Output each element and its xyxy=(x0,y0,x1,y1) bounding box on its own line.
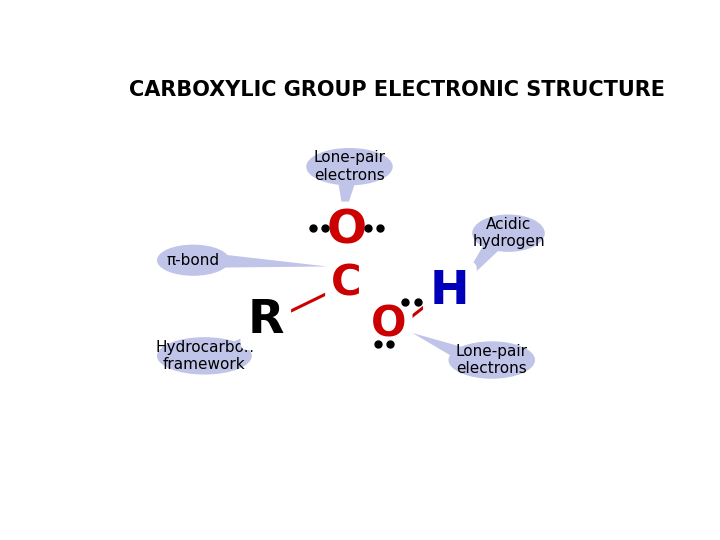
Text: Hydrocarbon
framework: Hydrocarbon framework xyxy=(155,340,253,372)
Text: CARBOXYLIC GROUP ELECTRONIC STRUCTURE: CARBOXYLIC GROUP ELECTRONIC STRUCTURE xyxy=(129,80,665,100)
Polygon shape xyxy=(220,254,327,268)
Text: π-bond: π-bond xyxy=(166,253,220,268)
Polygon shape xyxy=(338,180,356,217)
Ellipse shape xyxy=(157,245,230,276)
Ellipse shape xyxy=(472,214,545,252)
Text: R: R xyxy=(248,298,284,343)
Text: Lone-pair
electrons: Lone-pair electrons xyxy=(456,344,528,376)
Text: C: C xyxy=(331,262,362,304)
Polygon shape xyxy=(230,328,267,354)
Ellipse shape xyxy=(449,341,535,379)
Ellipse shape xyxy=(306,148,392,185)
Text: O: O xyxy=(327,208,366,254)
Text: Acidic
hydrogen: Acidic hydrogen xyxy=(472,217,545,249)
Polygon shape xyxy=(413,333,466,360)
Polygon shape xyxy=(459,241,500,288)
Ellipse shape xyxy=(157,337,252,375)
Text: Lone-pair
electrons: Lone-pair electrons xyxy=(313,151,385,183)
Text: O: O xyxy=(371,303,406,346)
Text: H: H xyxy=(430,269,469,314)
